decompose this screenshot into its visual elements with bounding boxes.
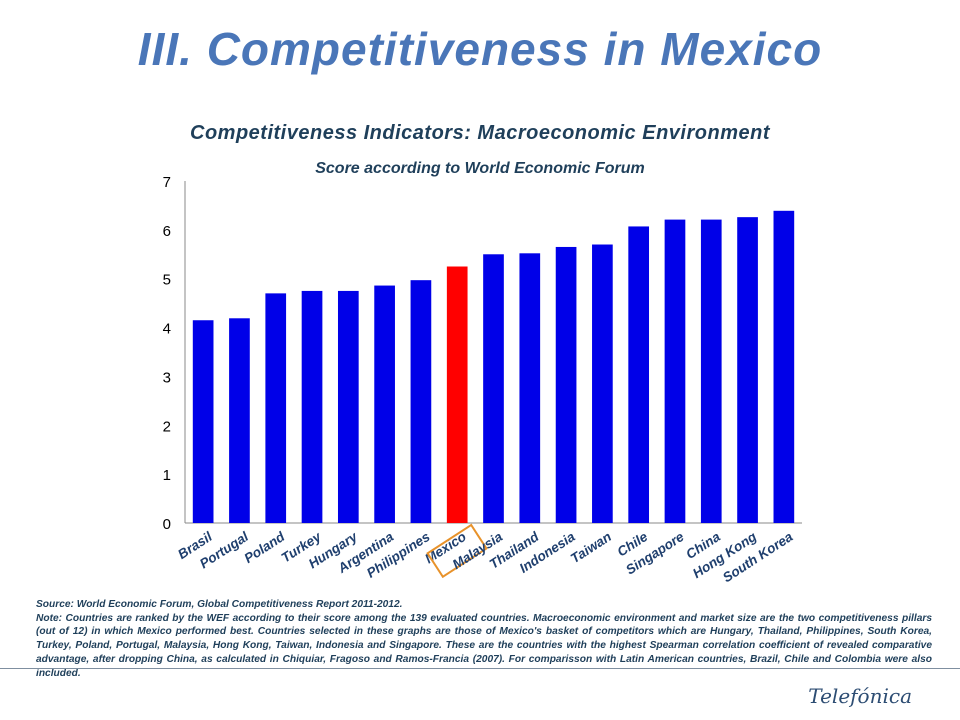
bar-china bbox=[700, 219, 722, 523]
chart-subtitle: Score according to World Economic Forum bbox=[315, 160, 645, 177]
bar-malaysia bbox=[483, 254, 504, 524]
bar-chile bbox=[628, 226, 650, 524]
x-tick-label: Poland bbox=[241, 529, 288, 567]
page-title: III. Competitiveness in Mexico bbox=[137, 23, 823, 75]
bar-taiwan bbox=[592, 244, 613, 523]
chart-title: Competitiveness Indicators: Macroeconomi… bbox=[190, 122, 770, 144]
methodology-note: Note: Countries are ranked by the WEF ac… bbox=[36, 612, 932, 679]
y-tick-label: 6 bbox=[163, 223, 171, 240]
bar-mexico bbox=[446, 266, 468, 523]
bar-singapore bbox=[664, 219, 686, 523]
bar-portugal bbox=[229, 318, 250, 523]
y-tick-label: 3 bbox=[163, 369, 171, 386]
bar-philippines bbox=[410, 280, 432, 523]
highlight-box bbox=[426, 523, 488, 579]
footnotes: Source: World Economic Forum, Global Com… bbox=[36, 598, 932, 680]
bar-thailand bbox=[519, 253, 541, 523]
bar-chart: 0 1 2 3 4 5 6 7 BrasilPortugalPolandTurkeyHunga… bbox=[163, 174, 802, 585]
telefonica-logo: Telefónica bbox=[808, 684, 912, 708]
source-note: Source: World Economic Forum, Global Com… bbox=[36, 599, 403, 610]
bar-hungary bbox=[337, 290, 359, 523]
y-tick-label: 7 bbox=[163, 174, 171, 191]
y-tick-label: 5 bbox=[163, 272, 171, 289]
bar-brasil bbox=[192, 320, 214, 523]
y-tick-label: 2 bbox=[163, 418, 171, 435]
bar-argentina bbox=[374, 285, 395, 523]
y-tick-label: 1 bbox=[163, 467, 171, 484]
x-axis-labels: BrasilPortugalPolandTurkeyHungaryArgenti… bbox=[175, 523, 796, 585]
bar-poland bbox=[265, 293, 287, 523]
bar-indonesia bbox=[555, 246, 577, 523]
x-tick-label: Taiwan bbox=[568, 529, 614, 566]
y-tick-label: 4 bbox=[163, 321, 171, 338]
bar-hong-kong bbox=[737, 217, 758, 523]
bar-south-korea bbox=[773, 210, 795, 523]
y-tick-label: 0 bbox=[163, 516, 171, 533]
bars bbox=[192, 210, 795, 524]
footer-divider bbox=[0, 668, 960, 669]
bar-turkey bbox=[301, 290, 323, 523]
